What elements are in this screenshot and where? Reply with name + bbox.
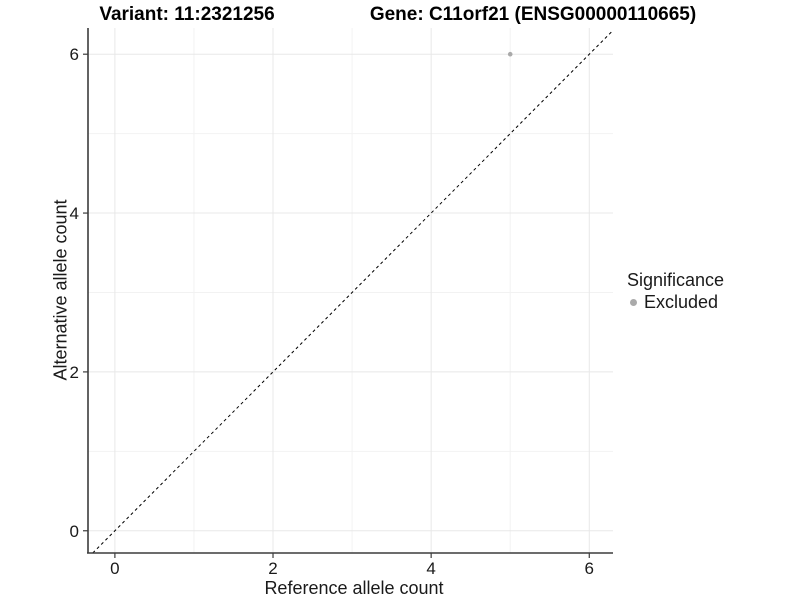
data-point — [507, 51, 513, 57]
legend-title: Significance — [627, 270, 725, 290]
x-tick-label: 6 — [585, 559, 594, 578]
y-tick-label: 0 — [70, 522, 79, 541]
y-axis-label: Alternative allele count — [50, 199, 71, 381]
y-tick-label: 6 — [70, 45, 79, 64]
x-tick-label: 4 — [426, 559, 435, 578]
identity-line — [92, 30, 614, 554]
x-axis-label: Reference allele count — [264, 578, 444, 598]
x-tick-label: 0 — [110, 559, 119, 578]
y-tick-label: 2 — [70, 363, 79, 382]
plot-title-gene: Gene: C11orf21 (ENSG00000110665) — [369, 4, 697, 25]
legend-item: Excluded — [627, 292, 724, 313]
x-tick-label: 2 — [268, 559, 277, 578]
plot-title-variant: Variant: 11:2321256 — [99, 4, 275, 25]
legend-point-icon — [630, 299, 637, 306]
legend-item-label: Excluded — [644, 292, 719, 312]
y-tick-label: 4 — [70, 204, 79, 223]
legend: Significance Excluded — [627, 270, 724, 313]
